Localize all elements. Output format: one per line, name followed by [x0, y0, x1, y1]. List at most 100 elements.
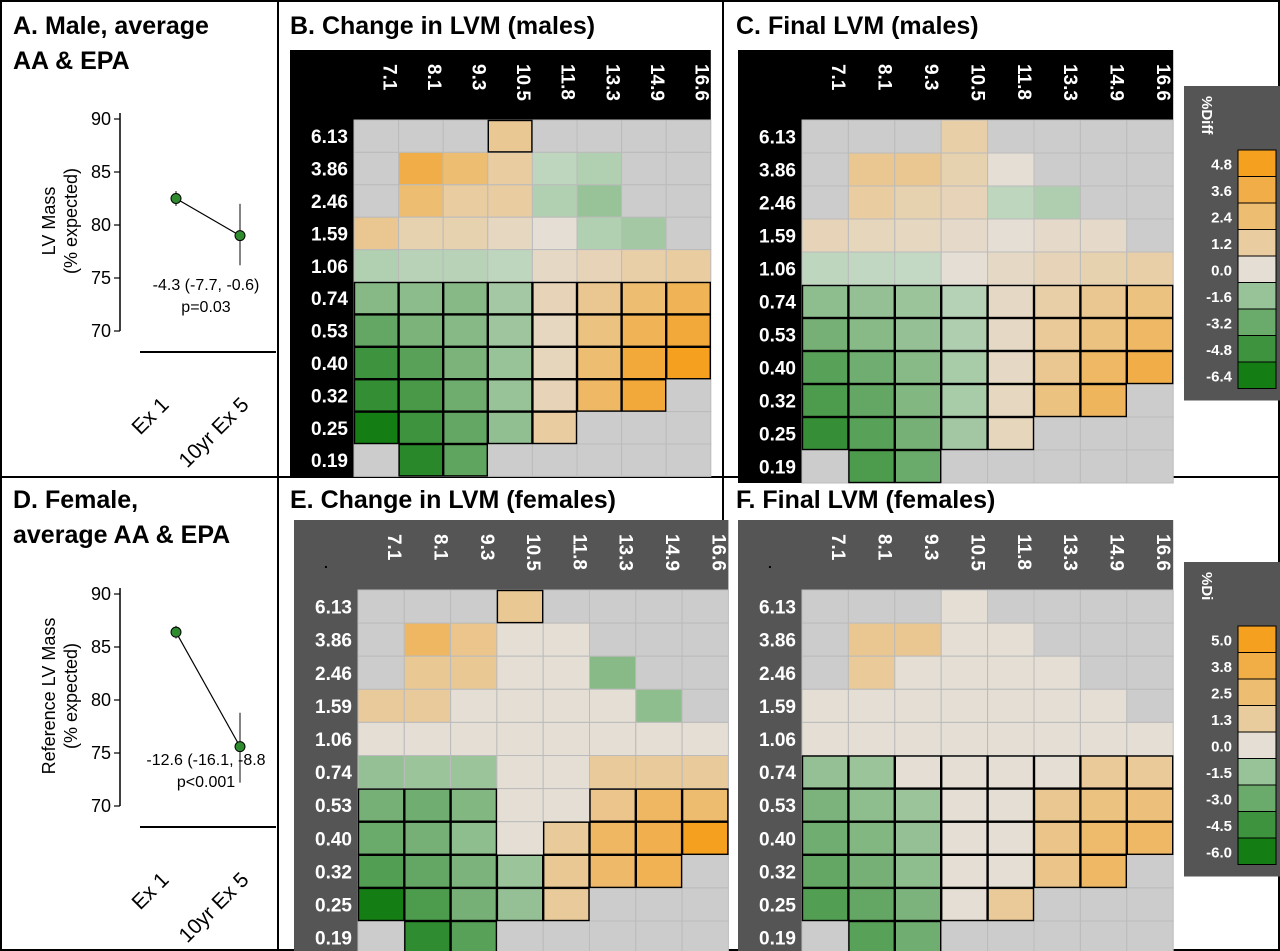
panel-f-cell-outline — [894, 755, 942, 789]
panel-f-cell — [801, 589, 849, 624]
panel-d-ytick-label: 75 — [91, 743, 111, 763]
panel-e-xtick-label: 14.9 — [661, 534, 682, 571]
panel-e-cell — [635, 721, 683, 757]
panel-b-cell-outline — [353, 379, 399, 412]
panel-c-legend-label: -4.8 — [1206, 342, 1232, 359]
panel-a: A. Male, average AA & EPA 90 85 80 75 70 LV M… — [13, 12, 276, 472]
panel-f-cell-outline — [894, 821, 942, 856]
panel-f-heatmap: 7.1 8.1 9.3 10.5 11.8 13.3 14.9 16.6 6.13 3.86 2.4… — [738, 520, 1174, 951]
panel-b-cell — [531, 151, 578, 186]
panel-c-cell — [987, 185, 1035, 220]
panel-f-cell-outline — [941, 821, 988, 856]
panel-b-ytick-label: 2.46 — [311, 192, 348, 213]
panel-f-cell — [847, 887, 896, 922]
panel-b-cell — [665, 119, 712, 153]
panel-e-cell — [589, 655, 637, 690]
panel-b-cell — [531, 378, 578, 413]
panel-b-cell-outline — [398, 346, 444, 380]
panel-e-cell — [357, 755, 405, 790]
panel-e-cell — [403, 887, 452, 922]
panel-e-cell — [681, 688, 729, 723]
panel-f-title: F. Final LVM (females) — [736, 486, 995, 514]
panel-f-cell — [940, 920, 989, 951]
panel-c-cell-outline — [801, 317, 849, 352]
panel-b-cell — [442, 378, 489, 413]
panel-c-cell — [847, 284, 896, 319]
panel-f-cell — [987, 688, 1035, 723]
panel-b-cell-outline — [621, 281, 667, 315]
panel-c-legend-label: -3.2 — [1206, 315, 1232, 332]
panel-d-ytick-label: 90 — [91, 584, 111, 604]
panel-f-cell — [987, 755, 1035, 790]
panel-b-cell — [487, 313, 533, 348]
panel-f-legend-swatch — [1237, 837, 1277, 865]
panel-b-cell — [576, 411, 623, 445]
panel-f-cell-outline — [1126, 755, 1174, 789]
panel-b-cell — [621, 313, 667, 348]
panel-f-cell — [1126, 655, 1174, 690]
panel-e-cell — [589, 788, 637, 823]
panel-f-ytick-label: 3.86 — [759, 631, 796, 652]
panel-b-cell — [442, 119, 489, 153]
panel-e-ytick-label: 1.59 — [315, 697, 352, 718]
panel-f-legend-swatch — [1237, 811, 1277, 839]
panel-f-cell — [940, 755, 989, 790]
panel-f-cell — [847, 788, 896, 823]
panel-f-cell-outline — [801, 788, 849, 822]
panel-b-cell — [576, 281, 623, 315]
panel-c-cell — [894, 317, 942, 352]
panel-c-cell — [940, 383, 989, 418]
panel-e-cell — [635, 821, 683, 856]
panel-e-cell — [635, 655, 683, 690]
panel-e-cell — [589, 721, 637, 757]
panel-c-cell — [1126, 218, 1174, 253]
panel-e: E. Change in LVM (females) 7.1 8.1 9.3 10.5… — [290, 486, 729, 951]
panel-f-cell — [987, 655, 1035, 690]
panel-f-ytick-label: 0.53 — [759, 796, 796, 817]
panel-c-cell — [1126, 119, 1174, 154]
panel-e-ytick-label: 0.25 — [315, 895, 352, 916]
panel-c-cell — [1079, 317, 1128, 352]
panel-c-legend-swatch — [1237, 229, 1277, 257]
panel-c-cell — [1079, 119, 1128, 154]
panel-c-cell — [847, 317, 896, 352]
panel-c-xtick-label: 14.9 — [1106, 64, 1127, 101]
panel-c-cell — [1033, 251, 1081, 286]
panel-c-ytick-label: 2.46 — [759, 194, 796, 215]
panel-b-ytick-label: 0.19 — [311, 451, 348, 472]
panel-f-cell-outline — [801, 821, 849, 856]
panel-f-cell — [1079, 589, 1128, 624]
panel-b-cell — [353, 281, 400, 315]
panel-e-cell — [450, 589, 498, 624]
panel-e-cell — [681, 721, 729, 757]
panel-e-cell — [681, 920, 729, 951]
panel-b-cell — [353, 216, 400, 251]
panel-d-ytick-label: 70 — [91, 796, 111, 816]
panel-e-cell-outline — [404, 920, 451, 951]
panel-b-cell-outline — [443, 443, 489, 477]
panel-e-heatmap: 7.1 8.1 9.3 10.5 11.8 13.3 14.9 16.6 6.13 3.86 2.4… — [294, 520, 729, 951]
panel-b-cell-outline — [487, 119, 533, 153]
panel-e-xtick-label: 11.8 — [568, 534, 589, 570]
panel-b-cell-outline — [398, 314, 444, 347]
panel-c-cell — [1079, 284, 1128, 319]
panel-f-cell — [1033, 655, 1081, 690]
panel-f-legend-label: 1.3 — [1211, 712, 1232, 729]
panel-f-cell-outline — [894, 788, 942, 822]
panel-b-cell-outline — [576, 314, 622, 347]
panel-f-cell — [1079, 622, 1128, 657]
panel-c-cell-outline — [987, 317, 1035, 352]
panel-c-cell — [1033, 416, 1081, 451]
panel-e-cell — [357, 721, 405, 757]
panel-b-cell — [353, 411, 400, 445]
panel-c-cell — [894, 284, 942, 319]
panel-a-title-line2: AA & EPA — [13, 47, 130, 75]
panel-c-cell — [801, 185, 849, 220]
panel-f-cell-outline — [941, 788, 988, 822]
panel-b-cell — [531, 411, 578, 445]
panel-b-cell-outline — [443, 346, 489, 380]
panel-f-cell-outline — [848, 920, 896, 951]
panel-e-cell-outline — [681, 788, 729, 822]
panel-c-ytick-label: 0.53 — [759, 326, 796, 347]
panel-c-cell — [894, 251, 942, 286]
